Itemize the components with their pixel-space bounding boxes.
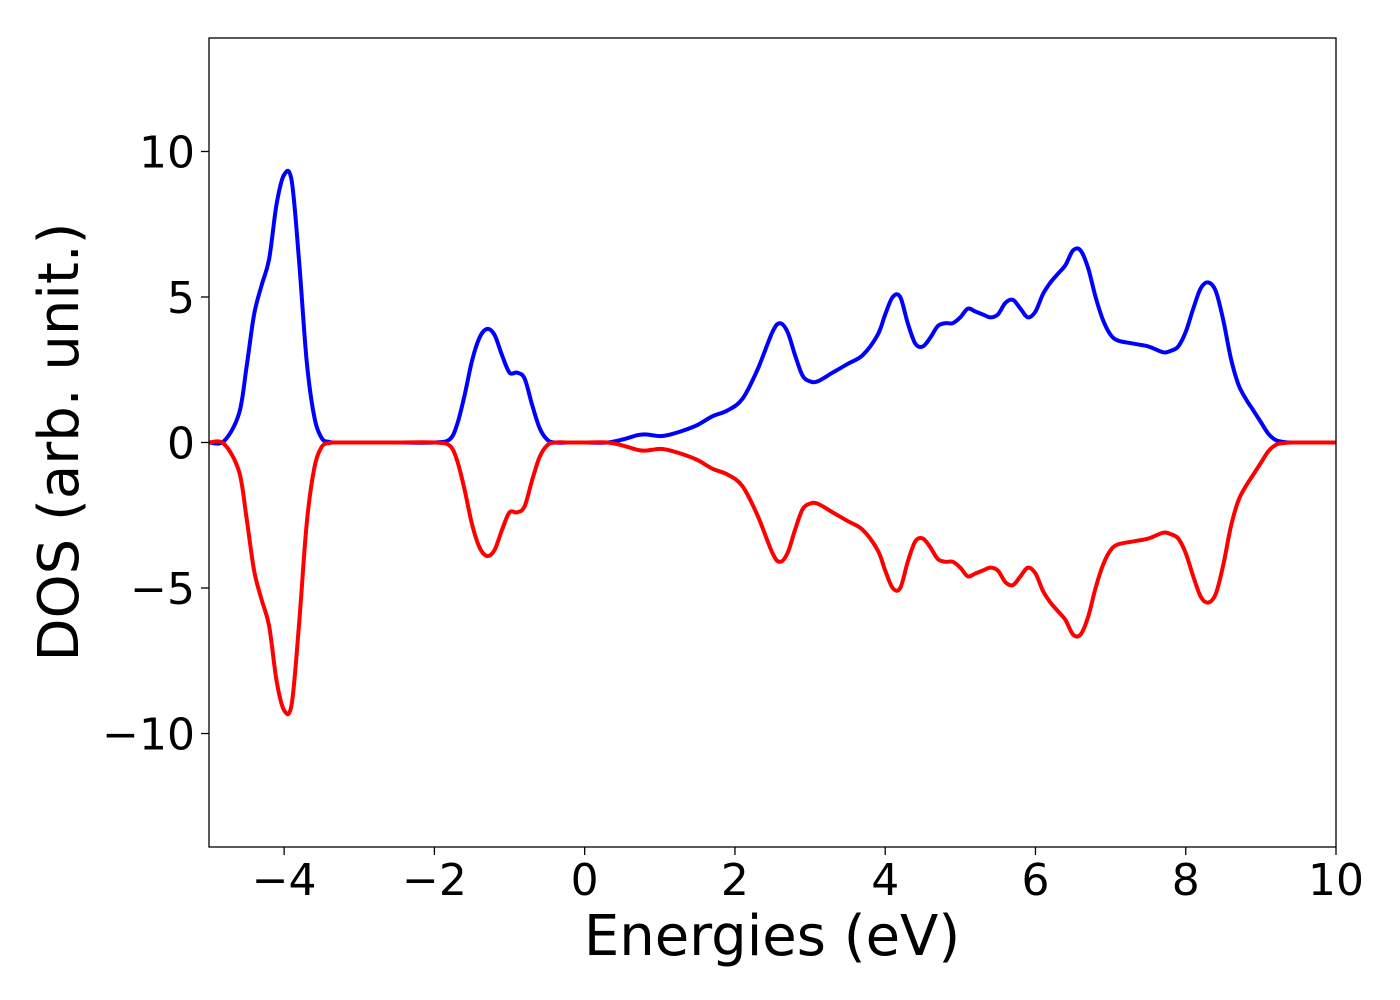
x-tick-label: −2 — [402, 855, 467, 906]
x-axis: −4 −2 0 2 4 6 8 10 — [252, 847, 1364, 906]
x-tick-label: 4 — [871, 855, 899, 906]
dos-spin-down-line — [208, 439, 1336, 717]
x-tick-label: 8 — [1172, 855, 1200, 906]
dos-spin-up-line — [208, 168, 1336, 446]
x-tick-label: 10 — [1308, 855, 1364, 906]
y-tick-label: −10 — [102, 710, 195, 761]
x-tick-label: 2 — [721, 855, 749, 906]
y-tick-label: −5 — [130, 564, 195, 615]
y-tick-label: 5 — [167, 273, 195, 324]
y-axis: −10 −5 0 5 10 — [102, 127, 209, 761]
x-tick-label: −4 — [252, 855, 317, 906]
y-axis-label: DOS (arb. unit.) — [27, 222, 92, 661]
y-tick-label: 0 — [167, 419, 195, 470]
x-tick-label: 6 — [1021, 855, 1049, 906]
x-axis-label: Energies (eV) — [584, 904, 960, 969]
x-tick-label: 0 — [571, 855, 599, 906]
y-tick-label: 10 — [139, 127, 195, 178]
plot-lines — [208, 168, 1336, 717]
